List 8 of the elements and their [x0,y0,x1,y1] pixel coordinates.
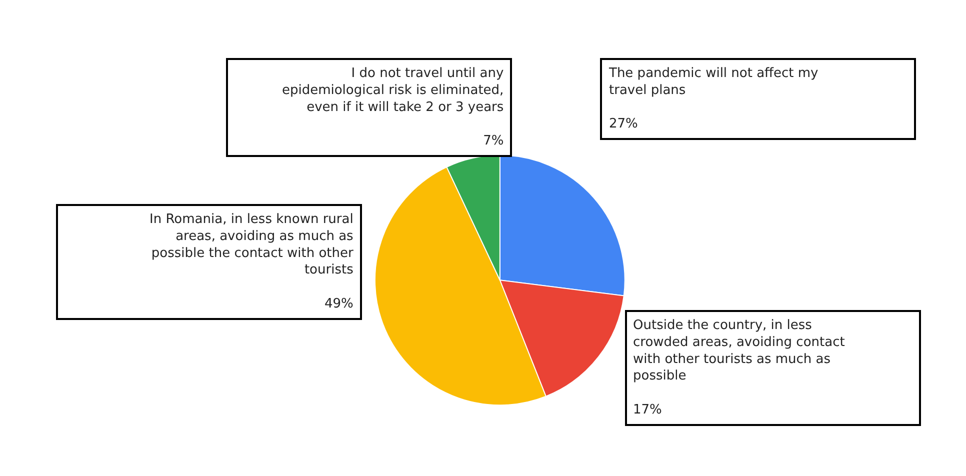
slice-label: I do not travel until any epidemiological risk is eliminated, even if it will take 2 or 3 years [282,66,504,115]
slice-label: Outside the country, in less crowded areas, avoiding contact with other tourists as much as possible [633,318,845,384]
data-label: 17% [633,402,662,418]
data-label: 7% [483,134,504,149]
data-label: 49% [324,296,354,312]
data-label: 27% [609,116,638,132]
slice-label: In Romania, in less known rural areas, avoiding as much as possible the contact with other tourists [150,212,354,278]
slice-label: The pandemic will not affect my travel plans [608,66,819,98]
